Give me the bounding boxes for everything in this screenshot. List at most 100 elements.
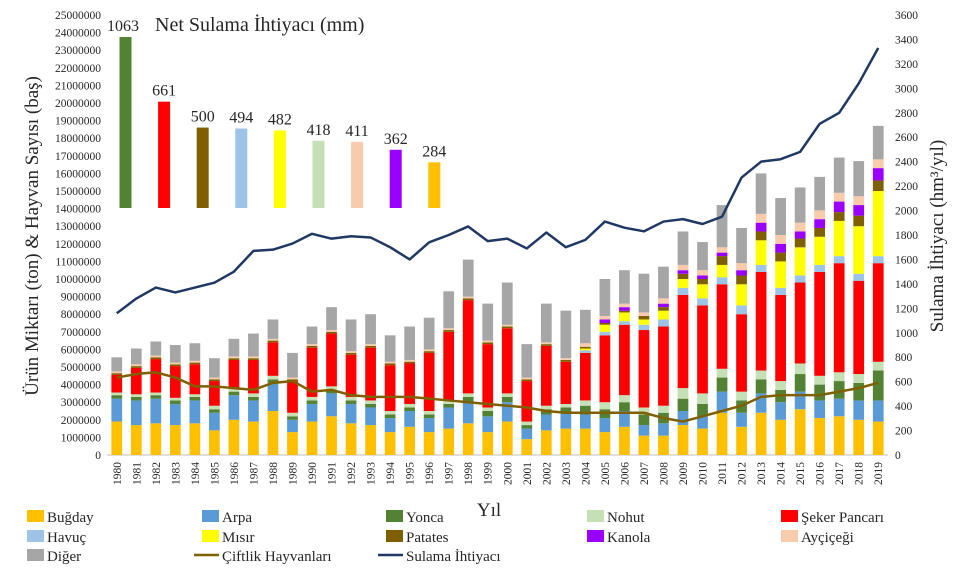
bar-segment (599, 331, 611, 336)
bar-segment (111, 374, 123, 393)
bar-segment (130, 425, 142, 455)
bar-segment (814, 400, 826, 419)
y-tick-label: 22000000 (55, 63, 101, 75)
x-tick-label: 2015 (795, 462, 807, 485)
bar-segment (716, 256, 728, 265)
bar-segment (736, 263, 747, 271)
bar-segment (814, 176, 826, 211)
bar-segment (443, 407, 455, 429)
bar-segment (872, 125, 884, 160)
bar-segment (814, 418, 826, 455)
bar-segment (384, 361, 396, 364)
bar-segment (677, 231, 689, 265)
bar-segment (306, 345, 318, 348)
bar-segment (248, 356, 259, 359)
legend-label: Nohut (607, 510, 645, 526)
bar-segment (326, 386, 337, 390)
bar-segment (697, 428, 708, 455)
bar-segment (228, 395, 240, 420)
bar-segment (384, 363, 396, 366)
bar-segment (228, 391, 240, 396)
bar-segment (189, 396, 201, 401)
legend-swatch (386, 510, 403, 522)
legend-label: Havuç (47, 530, 86, 546)
bar-segment (169, 362, 181, 365)
x-tick-label: 1997 (444, 462, 456, 485)
bar-segment (775, 287, 786, 295)
bar-segment (111, 371, 123, 374)
bar-segment (872, 191, 884, 257)
bar-segment (619, 426, 630, 455)
bar-segment (833, 201, 845, 213)
bar-segment (658, 423, 669, 436)
bar-segment (306, 421, 318, 455)
bar-segment (423, 351, 435, 353)
bar-segment (482, 344, 494, 408)
bar-segment (540, 345, 552, 406)
bar-segment (716, 247, 728, 253)
bar-segment (833, 398, 845, 417)
inset-bar-label: 661 (152, 83, 176, 100)
bar-segment (462, 393, 474, 397)
bar-segment (775, 419, 786, 455)
bar-segment (814, 375, 826, 385)
bar-segment (755, 412, 767, 455)
bar-segment (697, 275, 708, 279)
bar-segment (501, 282, 513, 325)
y2-tick-label: 2200 (895, 181, 918, 193)
bar-segment (599, 323, 611, 325)
inset-bar (158, 101, 171, 208)
bar-segment (872, 361, 884, 371)
bar-segment (833, 157, 845, 193)
bar-segment (814, 236, 826, 265)
bar-segment (189, 423, 201, 455)
bar-segment (872, 400, 884, 422)
bar-segment (443, 328, 455, 331)
bar-segment (501, 393, 513, 397)
bar-segment (130, 400, 142, 426)
bar-segment (482, 416, 494, 433)
bar-segment (306, 326, 318, 345)
bar-segment (794, 391, 806, 410)
x-tick-label: 2004 (580, 462, 592, 485)
bar-segment (404, 411, 416, 427)
bar-segment (384, 411, 396, 415)
bar-segment (365, 407, 376, 426)
bar-segment (599, 402, 611, 410)
x-axis-title: Yıl (477, 500, 501, 521)
bar-segment (150, 359, 162, 393)
x-tick-label: 1990 (307, 462, 319, 485)
bar-segment (482, 407, 494, 411)
bar-segment (482, 411, 494, 417)
bar-segment (384, 414, 396, 419)
legend-swatch (27, 510, 44, 522)
bar-segment (404, 403, 416, 408)
bar-segment (658, 326, 669, 406)
bar-segment (404, 426, 416, 455)
bar-segment (833, 192, 845, 202)
bar-segment (579, 428, 591, 455)
bar-segment (521, 425, 533, 429)
bar-segment (579, 405, 591, 415)
y-tick-label: 8000000 (61, 309, 102, 321)
y-tick-label: 19000000 (55, 116, 101, 128)
bar-segment (775, 261, 786, 288)
bar-segment (814, 210, 826, 220)
y-tick-label: 21000000 (55, 80, 101, 92)
bar-segment (423, 349, 435, 352)
bar-segment (677, 270, 689, 274)
bar-segment (404, 407, 416, 411)
bar-segment (697, 305, 708, 394)
bar-segment (423, 432, 435, 455)
bar-segment (560, 412, 572, 429)
bar-segment (872, 168, 884, 181)
bar-segment (384, 335, 396, 362)
bar-segment (579, 352, 591, 401)
bar-segment (677, 273, 689, 279)
bar-segment (501, 328, 513, 394)
y-tick-label: 17000000 (55, 151, 101, 163)
legend-label: Şeker Pancarı (801, 510, 884, 526)
y-tick-label: 25000000 (55, 10, 101, 22)
bar-segment (287, 352, 298, 378)
bar-segment (326, 389, 337, 394)
